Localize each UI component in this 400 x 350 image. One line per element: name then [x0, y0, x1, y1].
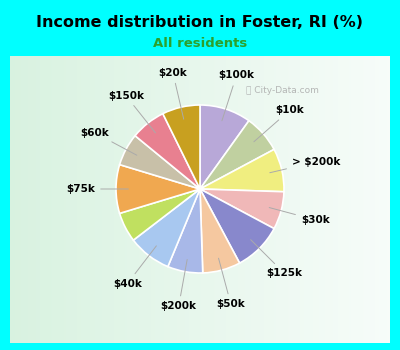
Wedge shape: [168, 189, 203, 273]
Wedge shape: [200, 149, 284, 192]
Wedge shape: [135, 114, 200, 189]
Text: $40k: $40k: [113, 246, 156, 289]
Text: > $200k: > $200k: [270, 157, 340, 173]
Wedge shape: [133, 189, 200, 267]
Text: $20k: $20k: [158, 68, 187, 119]
Wedge shape: [200, 121, 274, 189]
Text: All residents: All residents: [153, 37, 247, 50]
Text: $125k: $125k: [251, 240, 302, 278]
Text: ⓘ City-Data.com: ⓘ City-Data.com: [246, 86, 318, 95]
Wedge shape: [116, 164, 200, 214]
Wedge shape: [200, 105, 249, 189]
Text: $100k: $100k: [218, 70, 254, 121]
Wedge shape: [200, 189, 240, 273]
Text: $30k: $30k: [269, 208, 330, 225]
Text: $50k: $50k: [216, 258, 245, 309]
Text: $200k: $200k: [161, 259, 197, 312]
Wedge shape: [120, 189, 200, 240]
Text: $60k: $60k: [80, 128, 137, 155]
Text: $75k: $75k: [66, 184, 128, 194]
Text: Income distribution in Foster, RI (%): Income distribution in Foster, RI (%): [36, 15, 364, 30]
Wedge shape: [163, 105, 200, 189]
Wedge shape: [120, 136, 200, 189]
Wedge shape: [200, 189, 284, 229]
Text: $10k: $10k: [254, 105, 304, 142]
Wedge shape: [200, 189, 274, 263]
Text: $150k: $150k: [108, 91, 156, 133]
